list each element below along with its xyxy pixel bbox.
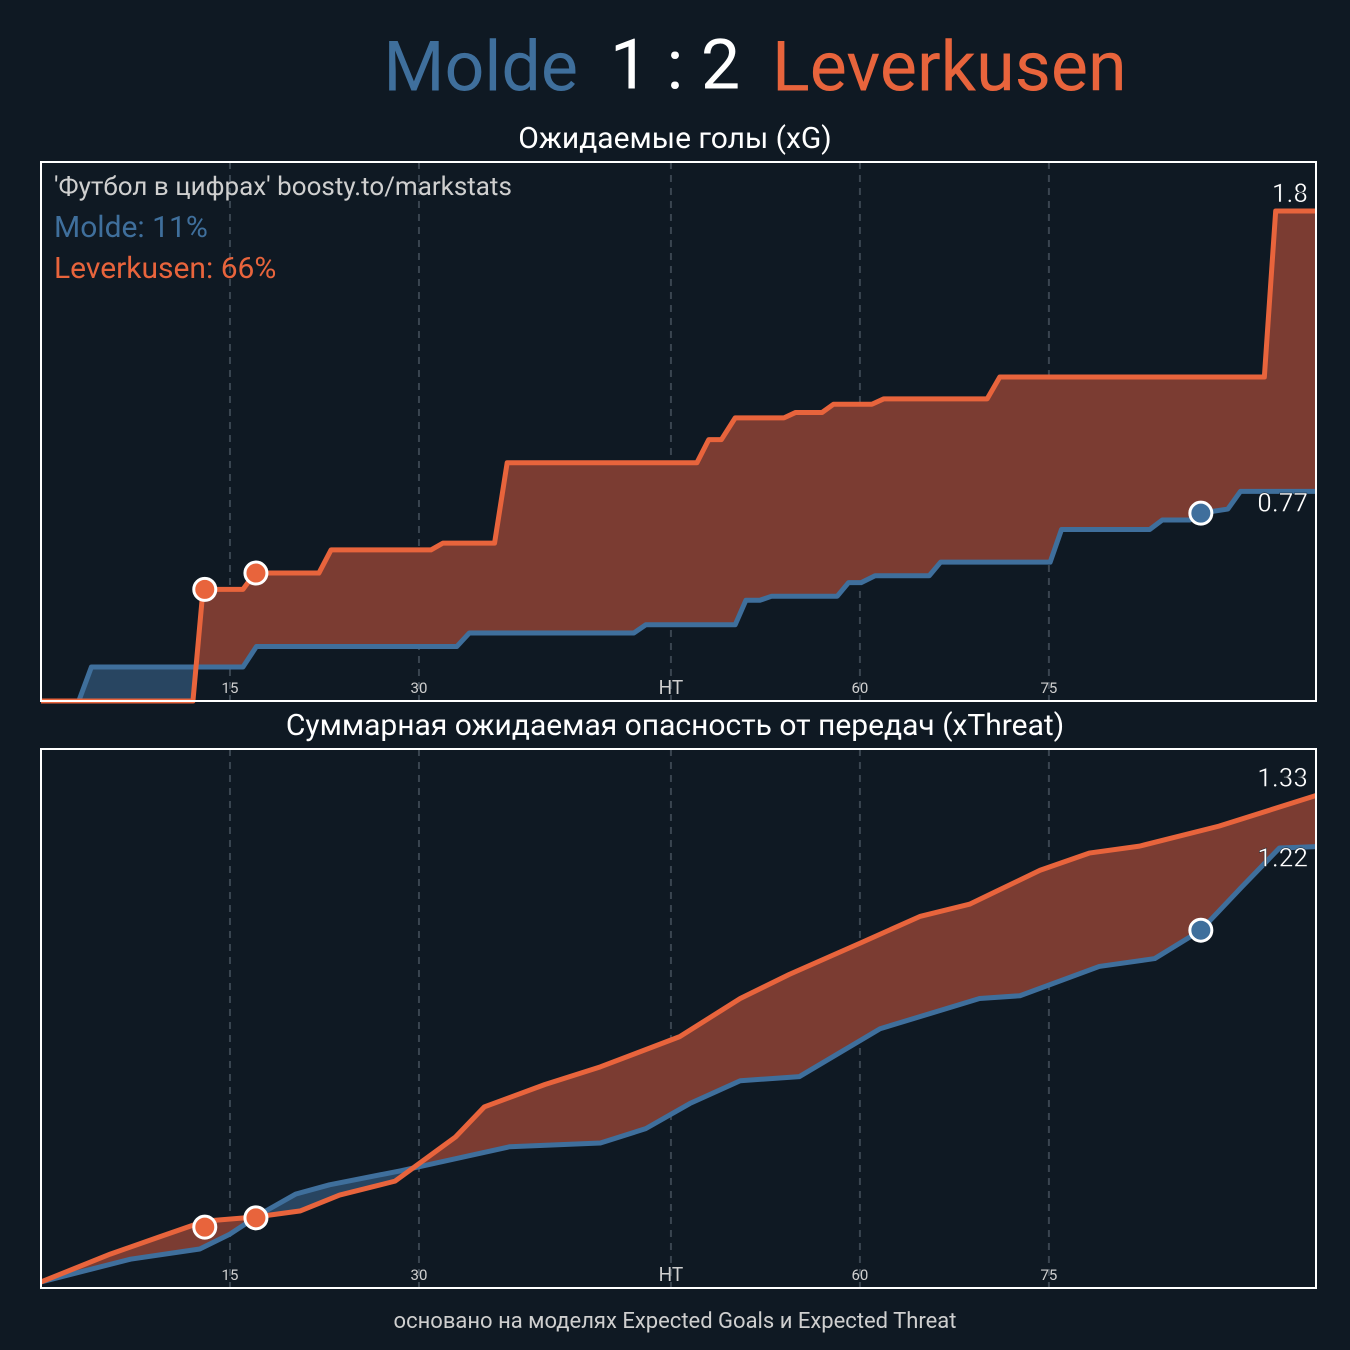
chart-title: Суммарная ожидаемая опасность от передач… [286,708,1064,743]
goal-marker [243,560,269,586]
goal-marker [1188,500,1214,526]
x-tick-label: 30 [411,1266,428,1284]
x-tick-label: 60 [851,679,868,697]
annotation: Molde: 11% [54,210,208,245]
end-label: 1.8 [1272,179,1308,209]
x-tick-label: HT [659,1263,684,1286]
series-line [41,488,1316,704]
chart-title: Ожидаемые голы (xG) [518,121,831,156]
x-tick-label: 75 [1040,679,1057,697]
x-tick-label: 30 [411,679,428,697]
goal-marker [192,1214,218,1240]
home-team: Molde [383,26,578,108]
annotation: 'Футбол в цифрах' boosty.to/markstats [54,172,512,202]
end-label: 1.22 [1257,843,1308,873]
footer: основано на моделях Expected Goals и Exp… [394,1309,957,1334]
plot-frame [40,161,1317,702]
area-between [41,211,1316,701]
goal-marker [1188,917,1214,943]
x-tick-label: HT [659,676,684,699]
x-tick-label: 75 [1040,1266,1057,1284]
goal-marker [192,576,218,602]
series-line [40,793,1317,1285]
plot-frame [40,748,1317,1289]
goal-marker [243,1205,269,1231]
score: 1 : 2 [610,24,740,106]
away-team: Leverkusen [772,26,1127,108]
end-label: 1.33 [1257,763,1308,793]
x-tick-label: 60 [851,1266,868,1284]
x-tick-label: 15 [222,679,239,697]
annotation: Leverkusen: 66% [54,251,276,286]
x-tick-label: 15 [222,1266,239,1284]
end-label: 0.77 [1257,488,1308,518]
